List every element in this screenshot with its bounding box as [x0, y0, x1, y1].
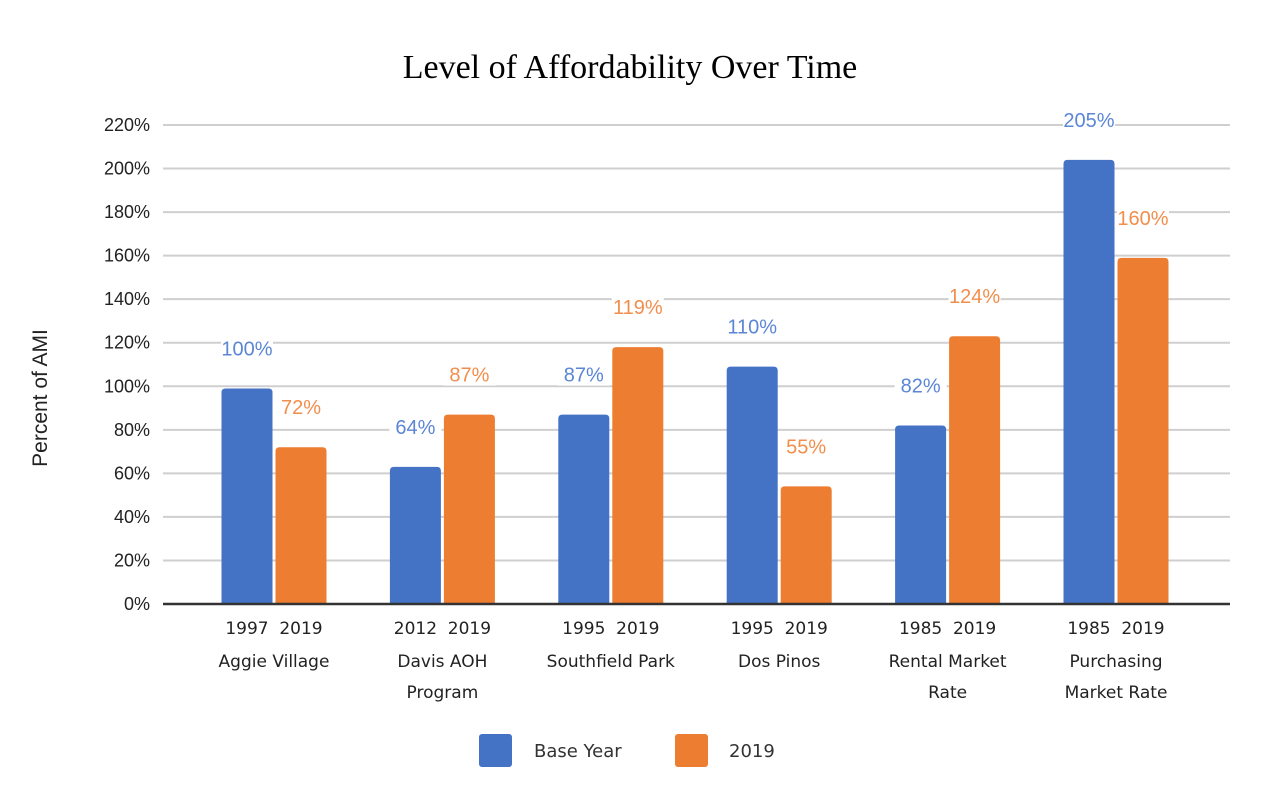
x-tick-year: 1985: [1067, 619, 1110, 639]
x-category-label: Davis AOH: [397, 652, 487, 672]
x-category-label: Rental Market: [889, 652, 1007, 672]
x-tick-year: 2019: [953, 619, 996, 639]
bar-base-year: [1063, 159, 1115, 604]
x-category-label: Market Rate: [1065, 683, 1168, 703]
bars: [221, 159, 1169, 604]
bar-2019: [1117, 257, 1169, 604]
data-label: 160%: [1117, 208, 1168, 230]
data-label-bg: [780, 435, 833, 458]
data-label: 55%: [786, 436, 826, 458]
x-tick-year: 2019: [616, 619, 659, 639]
x-category-label: Program: [407, 683, 479, 703]
bar-2019: [780, 486, 832, 604]
bar-base-year: [558, 414, 610, 604]
data-label: 87%: [449, 365, 489, 387]
x-tick-year: 1985: [899, 619, 942, 639]
x-category-label: Aggie Village: [219, 652, 330, 672]
y-tick-label: 140%: [104, 289, 150, 309]
legend: Base Year 2019: [479, 734, 775, 767]
y-tick-label: 0%: [124, 594, 150, 614]
y-tick-label: 120%: [104, 333, 150, 353]
x-axis-ticks: 1997 2019 Aggie Village 2012 2019 Davis AOH Pr…: [219, 619, 1168, 703]
data-label: 205%: [1063, 110, 1114, 132]
y-tick-label: 160%: [104, 246, 150, 266]
data-label: 87%: [564, 365, 604, 387]
data-label-bg: [894, 374, 947, 397]
y-axis-label: Percent of AMI: [29, 329, 52, 467]
x-tick-year: 2019: [1121, 619, 1164, 639]
x-category-label: Dos Pinos: [738, 652, 821, 672]
x-tick-year: 2019: [785, 619, 828, 639]
data-label: 64%: [395, 417, 435, 439]
bar-base-year: [726, 366, 778, 604]
data-label-bg: [611, 296, 664, 319]
y-axis-ticks: 0% 20% 40% 60% 80% 100% 120% 140% 160% 180% 200% 22…: [104, 115, 150, 614]
x-tick-year: 2019: [279, 619, 322, 639]
x-tick-year: 1995: [731, 619, 774, 639]
data-label: 110%: [727, 317, 777, 339]
x-tick-year: 2012: [394, 619, 437, 639]
data-label-bg: [443, 363, 496, 386]
bar-2019: [443, 414, 495, 604]
data-label-bg: [557, 363, 610, 386]
x-category-label: Purchasing: [1069, 652, 1162, 672]
data-label-bg: [1117, 206, 1169, 229]
y-tick-label: 20%: [114, 550, 150, 570]
legend-swatch-base-year: [479, 734, 512, 767]
x-tick-year: 2019: [448, 619, 491, 639]
chart-title: Level of Affordability Over Time: [403, 49, 858, 86]
bar-base-year: [389, 466, 441, 604]
x-tick-year: 1997: [225, 619, 268, 639]
y-tick-label: 80%: [114, 420, 150, 440]
x-category-label: Rate: [928, 683, 967, 703]
data-label-bg: [275, 396, 327, 419]
data-label: 82%: [901, 375, 941, 397]
bar-2019: [275, 447, 327, 604]
data-label: 72%: [281, 397, 321, 419]
y-tick-label: 180%: [104, 202, 150, 222]
y-tick-label: 200%: [104, 159, 150, 179]
y-tick-label: 60%: [114, 463, 150, 483]
x-category-label: Southfield Park: [547, 652, 675, 672]
data-label-bg: [1063, 108, 1115, 131]
data-labels: 100% 72% 64% 87% 87% 119% 110% 55% 82% 124% 205% 16…: [221, 108, 1169, 458]
x-tick-year: 1995: [562, 619, 605, 639]
legend-swatch-2019: [675, 734, 708, 767]
data-label-bg: [948, 285, 1001, 308]
data-label-bg: [726, 315, 779, 338]
data-label: 100%: [221, 338, 272, 360]
legend-label-base-year: Base Year: [534, 741, 622, 762]
bar-2019: [612, 347, 664, 604]
bar-base-year: [895, 425, 947, 604]
data-label: 119%: [613, 297, 663, 319]
gridlines: [163, 124, 1230, 562]
bar-2019: [949, 336, 1001, 604]
y-tick-label: 220%: [104, 115, 150, 135]
data-label-bg: [389, 415, 442, 438]
data-label: 124%: [949, 286, 1000, 308]
bar-base-year: [221, 388, 273, 604]
y-tick-label: 40%: [114, 507, 150, 527]
legend-label-2019: 2019: [729, 741, 775, 762]
data-label-bg: [221, 337, 273, 360]
y-tick-label: 100%: [104, 376, 150, 396]
